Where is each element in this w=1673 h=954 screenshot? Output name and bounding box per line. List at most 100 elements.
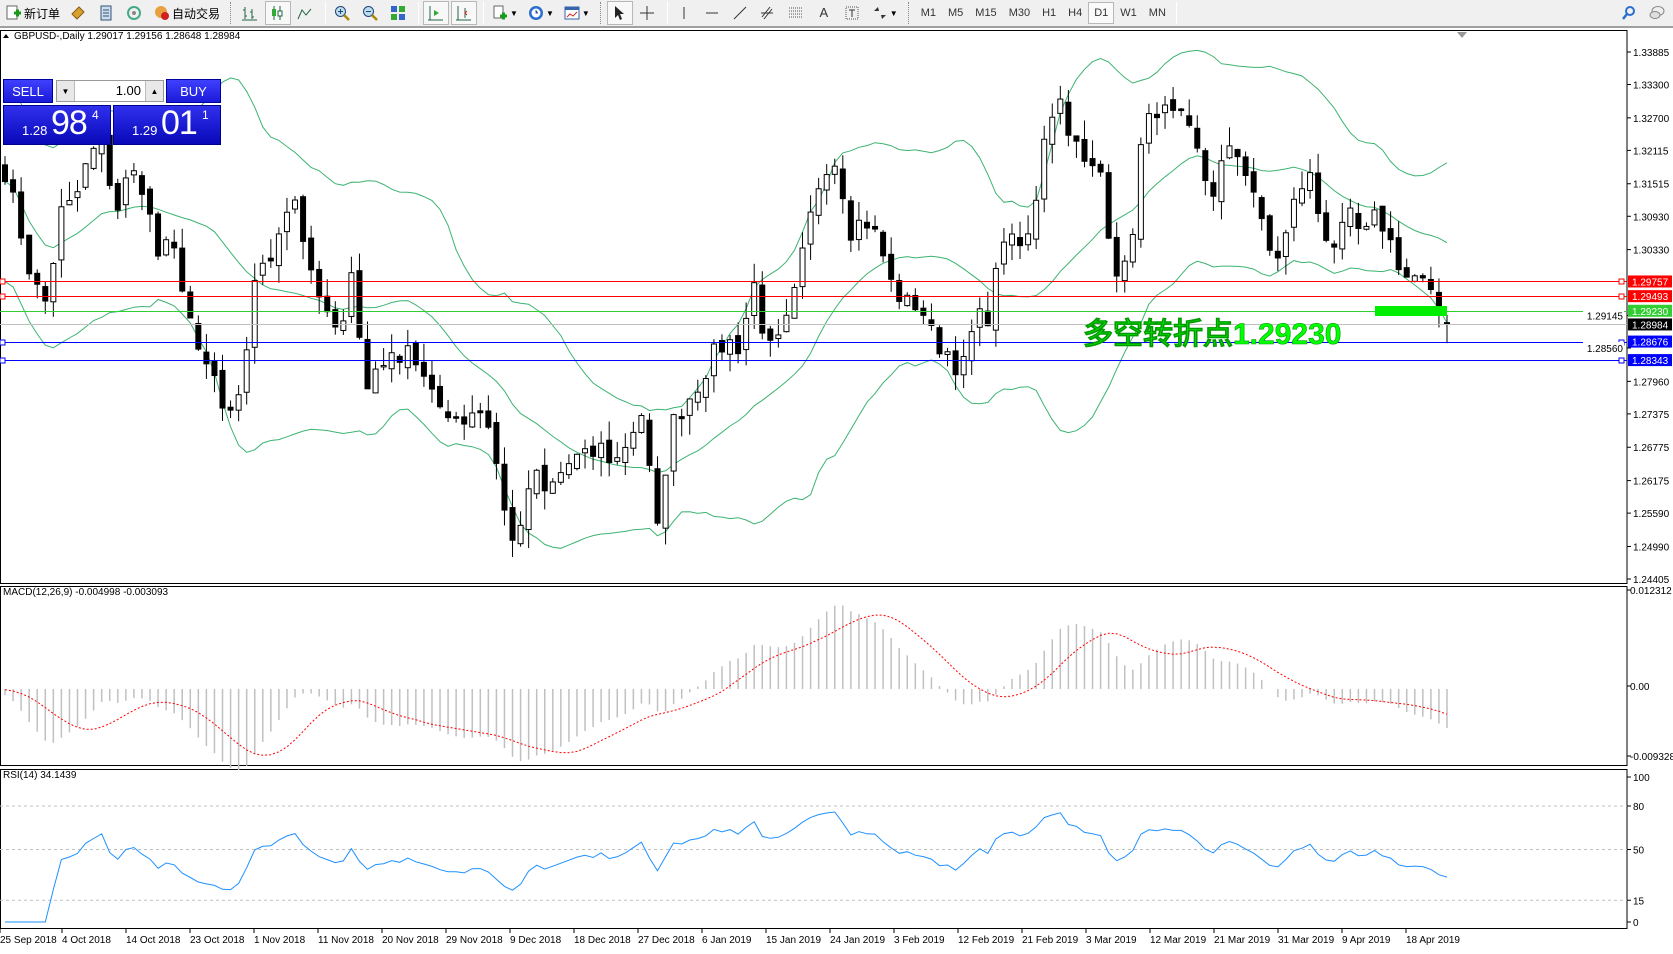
candle[interactable] (1387, 211, 1394, 253)
signals-button[interactable] (122, 1, 148, 25)
candle[interactable] (928, 303, 935, 331)
timeframe-d1[interactable]: D1 (1088, 2, 1115, 24)
candle[interactable] (292, 195, 299, 214)
sell-button[interactable]: SELL (3, 79, 53, 103)
candle[interactable] (976, 297, 983, 347)
candle[interactable] (58, 188, 65, 278)
candle[interactable] (799, 232, 806, 299)
candle[interactable] (1242, 151, 1249, 186)
candle[interactable] (283, 197, 290, 251)
candle[interactable] (549, 478, 556, 494)
candle[interactable] (638, 413, 645, 434)
candle[interactable] (1315, 153, 1322, 223)
candle[interactable] (1371, 201, 1378, 228)
chart-shift-marker[interactable] (1457, 32, 1467, 38)
candle[interactable] (235, 385, 242, 422)
candle[interactable] (219, 354, 226, 421)
candle[interactable] (630, 421, 637, 456)
pivot-zone-marker[interactable] (1375, 306, 1447, 316)
candle[interactable] (1025, 215, 1032, 251)
candle[interactable] (888, 237, 895, 292)
candle[interactable] (1186, 99, 1193, 128)
lot-input[interactable]: 1.00 (115, 83, 141, 98)
candle[interactable] (404, 329, 411, 380)
candle[interactable] (582, 439, 589, 469)
candle[interactable] (275, 227, 282, 283)
timeframe-h4[interactable]: H4 (1068, 7, 1083, 19)
candle[interactable] (1033, 185, 1040, 250)
bid-price-button[interactable]: 1.28 98 4 (3, 104, 111, 145)
candle[interactable] (1202, 147, 1209, 196)
candle[interactable] (34, 269, 41, 299)
candle[interactable] (203, 334, 210, 379)
level-handle[interactable] (1618, 293, 1625, 300)
candle[interactable] (364, 321, 371, 390)
candle[interactable] (18, 177, 25, 246)
candle[interactable] (992, 262, 999, 347)
candle[interactable] (533, 468, 540, 499)
candle[interactable] (1339, 202, 1346, 260)
candle[interactable] (654, 456, 661, 526)
candle[interactable] (74, 180, 81, 212)
candle[interactable] (557, 461, 564, 486)
candle[interactable] (896, 273, 903, 310)
candle[interactable] (960, 339, 967, 389)
candle[interactable] (308, 225, 315, 284)
candle[interactable] (646, 413, 653, 473)
candle[interactable] (445, 399, 452, 423)
candle[interactable] (485, 395, 492, 430)
candle[interactable] (179, 228, 186, 293)
candle[interactable] (1355, 202, 1362, 245)
candle[interactable] (831, 158, 838, 185)
chart-shift-button[interactable] (451, 1, 478, 25)
candle[interactable] (1347, 198, 1354, 237)
candle[interactable] (944, 347, 951, 367)
periods-button[interactable]: ▼ (524, 1, 558, 25)
horizontal-line-button[interactable] (700, 1, 726, 25)
candle[interactable] (1218, 144, 1225, 220)
candle[interactable] (823, 164, 830, 205)
candle[interactable] (815, 177, 822, 225)
timeframe-mn[interactable]: MN (1148, 7, 1166, 19)
candle[interactable] (195, 315, 202, 351)
candle[interactable] (348, 256, 355, 324)
candle[interactable] (130, 163, 137, 184)
candle[interactable] (122, 169, 129, 218)
candle[interactable] (702, 375, 709, 413)
candle[interactable] (622, 433, 629, 476)
vertical-line-button[interactable] (672, 1, 698, 25)
candle[interactable] (372, 361, 379, 394)
collapse-triangle-icon[interactable] (3, 34, 9, 38)
candle[interactable] (686, 398, 693, 435)
candle[interactable] (171, 229, 178, 259)
candle[interactable] (1258, 195, 1265, 231)
pivot-annotation[interactable]: 多空转折点1.29230 (1083, 318, 1342, 352)
candle[interactable] (968, 319, 975, 376)
toolbar-grip[interactable] (599, 2, 603, 24)
arrows-button[interactable]: ▼ (868, 1, 902, 25)
candle[interactable] (147, 186, 154, 233)
trendline-button[interactable] (728, 1, 754, 25)
candle[interactable] (1178, 107, 1185, 117)
toolbar-grip[interactable] (230, 2, 233, 24)
candle[interactable] (1307, 159, 1314, 199)
crosshair-button[interactable] (635, 1, 661, 25)
candle[interactable] (396, 354, 403, 375)
candle[interactable] (743, 302, 750, 366)
candle[interactable] (759, 271, 766, 340)
candle[interactable] (670, 413, 677, 486)
timeframe-m5[interactable]: M5 (948, 7, 964, 19)
candle[interactable] (783, 299, 790, 333)
candle[interactable] (590, 436, 597, 470)
candle[interactable] (614, 442, 621, 465)
candle[interactable] (1073, 135, 1080, 158)
candle[interactable] (912, 288, 919, 312)
candle[interactable] (267, 239, 274, 268)
text-button[interactable]: A (812, 1, 838, 25)
lot-stepper[interactable]: ▼ 1.00 ▲ (56, 80, 164, 102)
level-handle[interactable] (1618, 357, 1625, 364)
candle[interactable] (243, 336, 250, 405)
text-label-button[interactable] (840, 1, 866, 25)
candle[interactable] (1121, 255, 1128, 293)
candle[interactable] (573, 453, 580, 471)
